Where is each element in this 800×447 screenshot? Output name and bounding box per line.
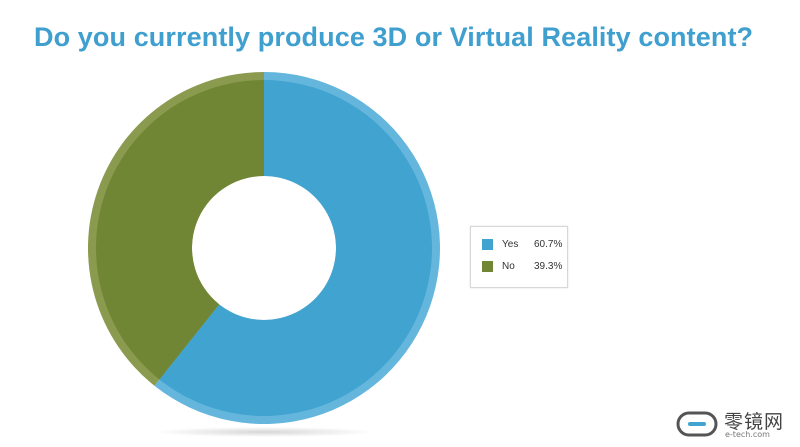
watermark-text: 零镜网 <box>724 411 785 433</box>
watermark-subtext: e-tech.com <box>725 430 770 439</box>
legend-item-no: No 39.3% <box>471 260 567 273</box>
watermark-logo-icon <box>676 411 718 437</box>
legend-swatch-yes <box>482 239 493 250</box>
legend-value-no: 39.3% <box>534 261 563 272</box>
slice-yes <box>159 80 433 416</box>
chart-shadow <box>154 427 374 437</box>
legend-label-no: No <box>502 261 515 272</box>
watermark: 零镜网 e-tech.com <box>676 407 794 441</box>
legend-swatch-no <box>482 261 493 272</box>
legend: Yes 60.7% No 39.3% <box>470 226 568 288</box>
slice-no <box>96 80 265 380</box>
legend-value-yes: 60.7% <box>534 239 563 250</box>
legend-label-yes: Yes <box>502 239 519 250</box>
chart-title: Do you currently produce 3D or Virtual R… <box>34 22 754 52</box>
legend-item-yes: Yes 60.7% <box>471 238 567 251</box>
